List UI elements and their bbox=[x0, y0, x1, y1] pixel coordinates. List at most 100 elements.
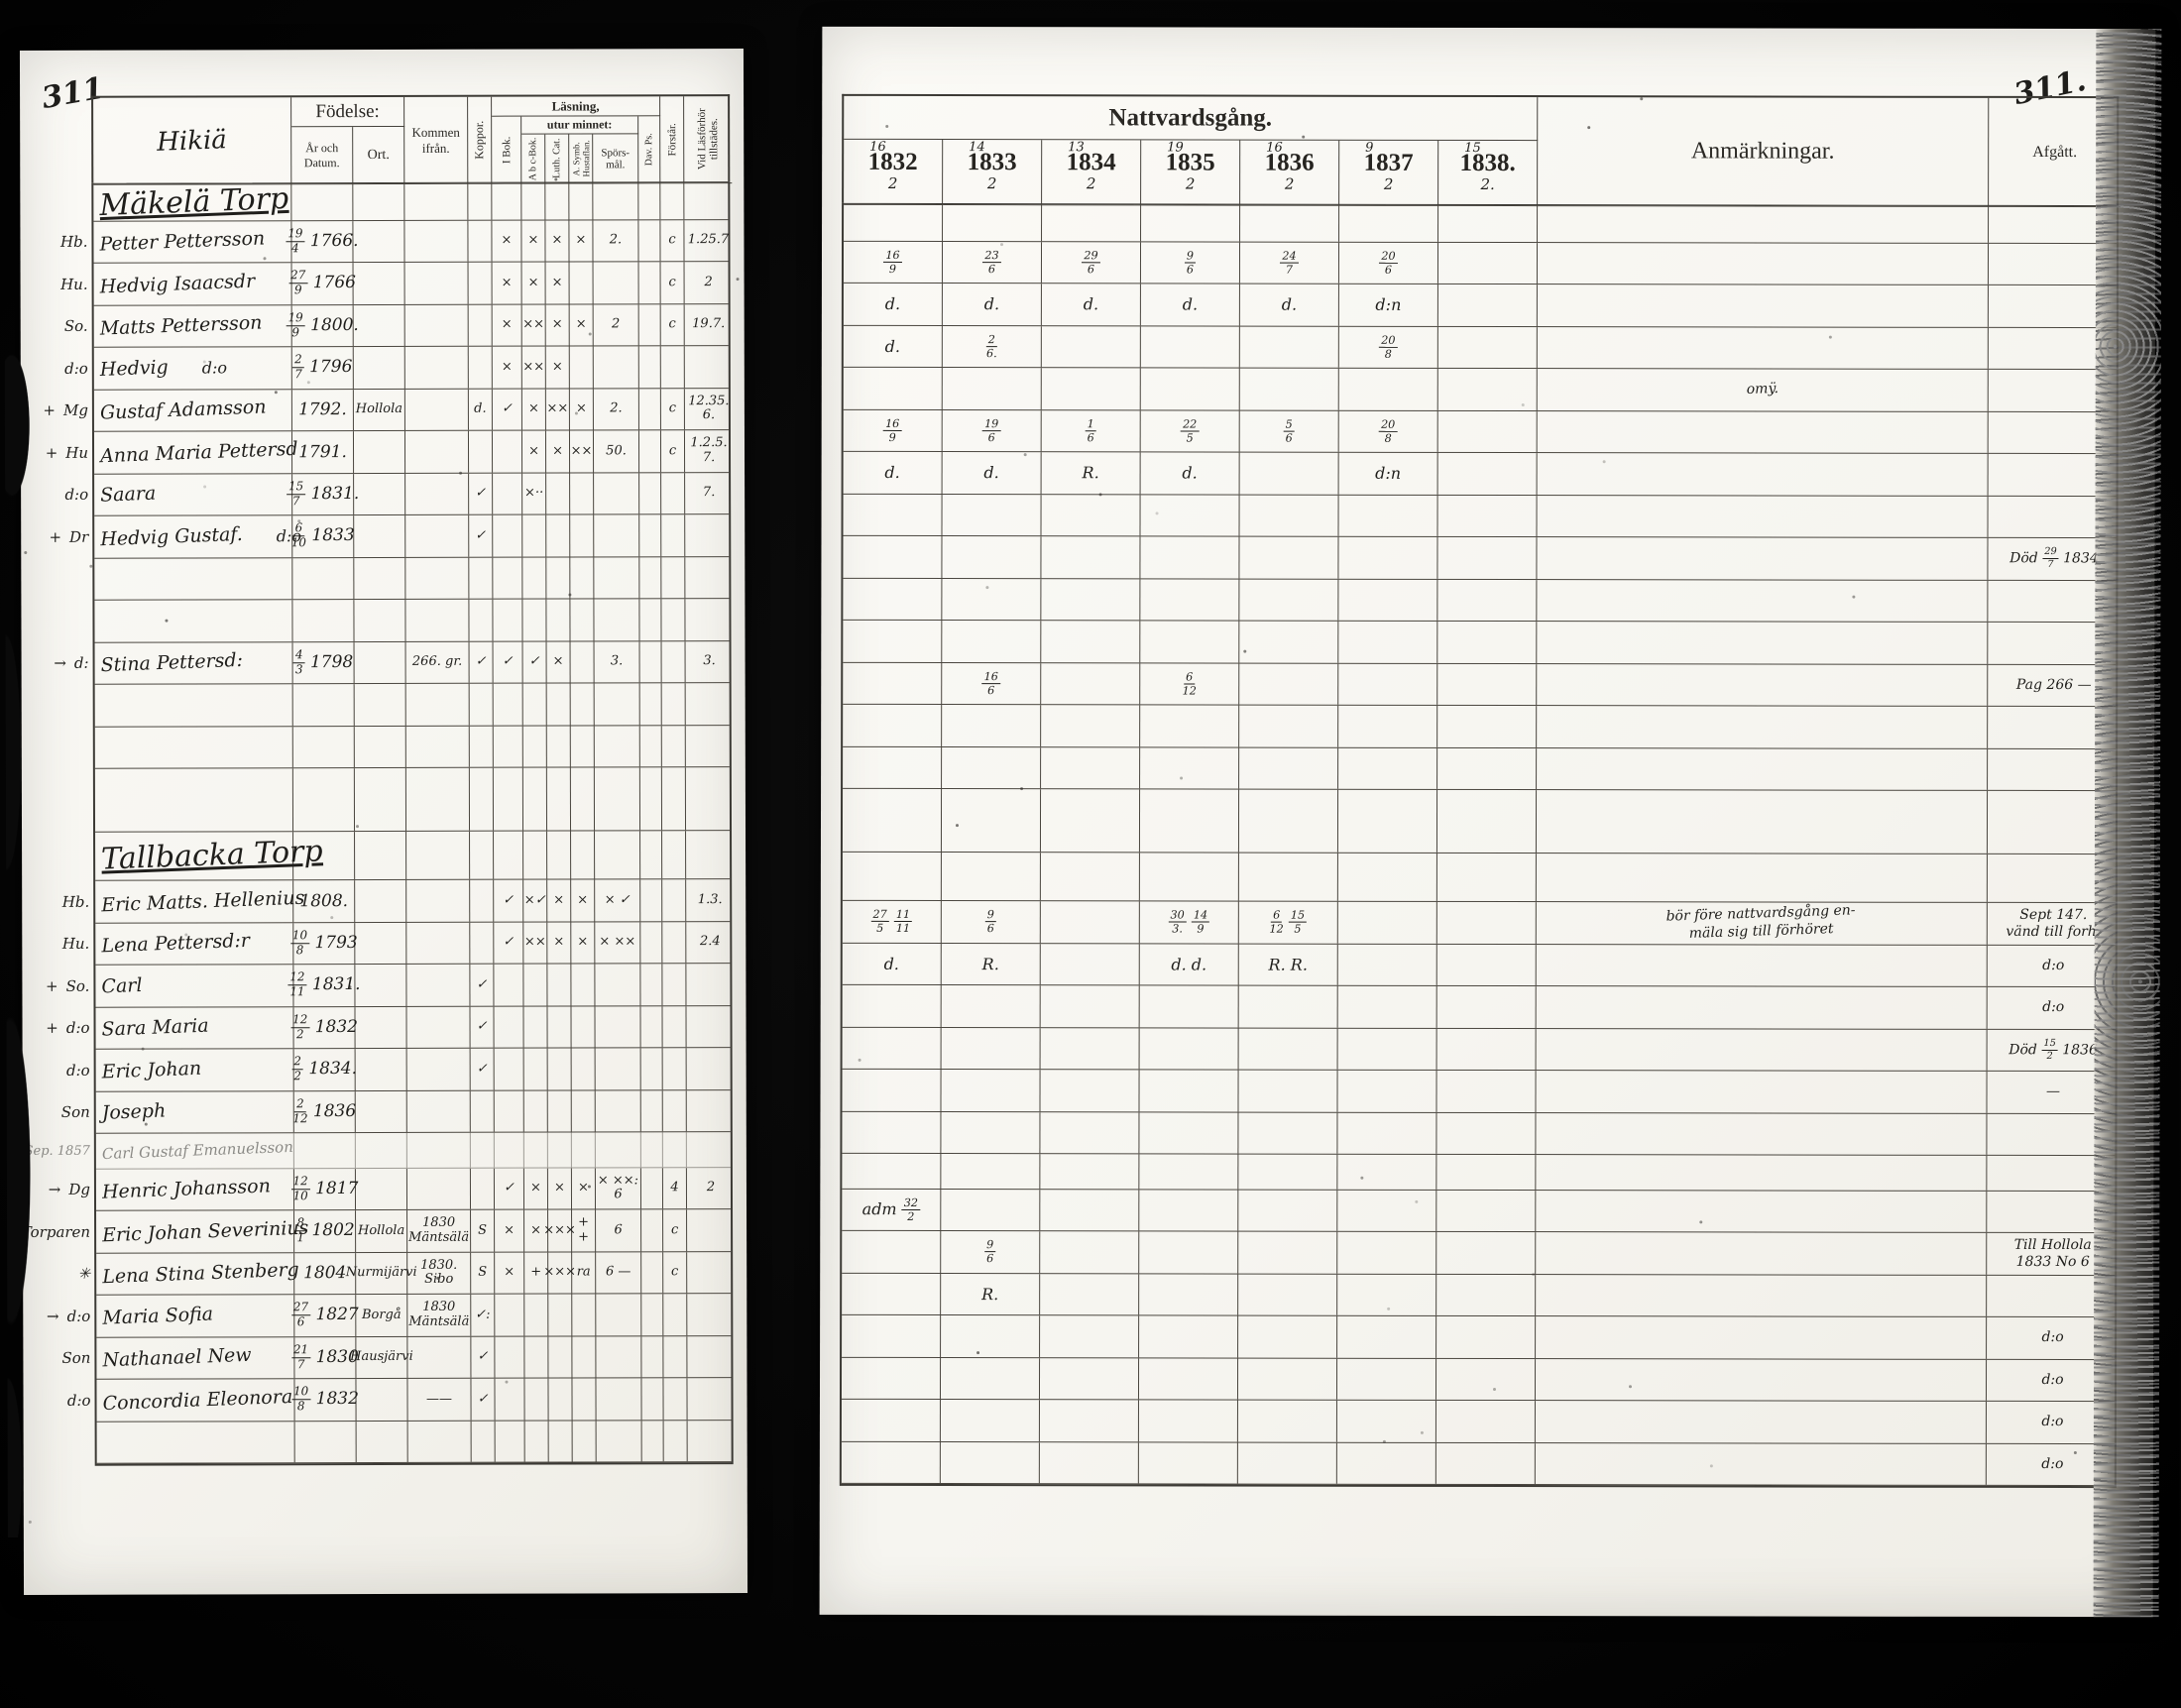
cell-anmarkningar bbox=[1538, 411, 1989, 453]
person-name: Hedvig Isaacsdr bbox=[99, 270, 255, 297]
cell-ort bbox=[354, 263, 405, 304]
cell-forstar bbox=[662, 1006, 686, 1048]
cell-spors bbox=[594, 514, 639, 556]
cell-kommen bbox=[406, 880, 470, 922]
ink-speck bbox=[24, 551, 27, 554]
spors-mark: × ××: 6 bbox=[596, 1174, 640, 1202]
cell-year-0 bbox=[842, 1070, 941, 1111]
cell-year-1 bbox=[941, 1112, 1040, 1154]
header-kommen-ifran: Kommen ifrån. bbox=[404, 97, 468, 184]
cell-year-4 bbox=[1239, 706, 1338, 747]
ink-speck bbox=[859, 1059, 861, 1062]
communion-date: 16 6 bbox=[982, 671, 1000, 696]
cell-luth bbox=[549, 1421, 573, 1462]
ink-speck bbox=[1415, 1200, 1418, 1203]
ink-speck bbox=[2074, 1451, 2077, 1454]
luth-mark: × bbox=[553, 893, 564, 907]
cell-year-5 bbox=[1338, 902, 1437, 944]
cell-year-5 bbox=[1338, 944, 1437, 985]
table-row: Död 29 7 1834 bbox=[843, 536, 2116, 581]
cell-year-3 bbox=[1141, 495, 1240, 536]
cell-koppor bbox=[470, 768, 494, 831]
cell-year-4 bbox=[1238, 1358, 1337, 1400]
vid-mark: 12.35. 6. bbox=[685, 395, 733, 423]
remark-note: omÿ. bbox=[1746, 381, 1779, 399]
year-sub: 2 bbox=[888, 174, 898, 192]
cell-year-2 bbox=[1040, 1112, 1139, 1154]
cell-year-0 bbox=[844, 204, 943, 241]
table-row bbox=[843, 789, 2116, 854]
cell-ort bbox=[355, 641, 406, 683]
abc-mark: ×× bbox=[522, 318, 544, 332]
cell-name: Carl bbox=[95, 965, 293, 1006]
torn-edge-left bbox=[4, 229, 76, 1537]
cell-year-1: 16 6 bbox=[942, 663, 1041, 705]
ink-speck bbox=[1302, 136, 1305, 139]
cell-year-2 bbox=[1040, 1400, 1139, 1441]
cell-luth: ×× bbox=[546, 389, 570, 430]
communion-date: 23 6 bbox=[982, 250, 1000, 275]
cell-year-4 bbox=[1238, 1071, 1337, 1112]
cell-date: 1792. bbox=[292, 390, 354, 431]
cell-year-2 bbox=[1040, 1070, 1139, 1111]
cell-abc: × bbox=[522, 431, 546, 473]
cell-year-2 bbox=[1040, 1190, 1139, 1231]
abc-mark: + bbox=[530, 1266, 541, 1280]
year-sub: 2 bbox=[1087, 174, 1096, 192]
cell-vid bbox=[685, 514, 733, 556]
cell-ibok bbox=[494, 1006, 523, 1048]
cell-year-1 bbox=[941, 1315, 1040, 1357]
cell-vid: 2 bbox=[685, 262, 733, 303]
cell-spors bbox=[594, 473, 639, 514]
communion-date: 20 8 bbox=[1379, 418, 1397, 443]
cell-year-1: R. bbox=[942, 944, 1041, 985]
cell-year-1 bbox=[942, 536, 1041, 578]
cell-anmarkningar bbox=[1536, 1275, 1987, 1316]
table-row: — bbox=[842, 1070, 2115, 1114]
cell-year-1: 23 6 bbox=[943, 242, 1042, 284]
cell-symb bbox=[571, 726, 595, 767]
cell-year-1: 2 6. bbox=[943, 326, 1042, 368]
cell-year-6 bbox=[1436, 1442, 1536, 1484]
cell-ibok bbox=[493, 515, 522, 557]
cell-year-6 bbox=[1436, 1155, 1536, 1190]
person-name: Joseph bbox=[101, 1100, 166, 1124]
table-row: Hu. Hedvig Isaacsdr 27 9 1766 × × × c 2 bbox=[94, 262, 729, 305]
luth-mark: ××× bbox=[543, 1223, 576, 1237]
cell-name: Anna Maria Pettersd bbox=[94, 431, 292, 473]
table-row bbox=[844, 494, 2117, 538]
communion-date: 24 7 bbox=[1280, 250, 1298, 275]
left-page: 311 Hikiä Födelse: År och Datum. Ort. Kommen… bbox=[20, 49, 747, 1595]
cell-kommen bbox=[405, 347, 469, 389]
cell-forstar: c bbox=[661, 262, 685, 303]
cell-name: Lena Stina Stenberg bbox=[96, 1253, 294, 1295]
symb-mark: × bbox=[575, 234, 586, 248]
cell-koppor: ✓ bbox=[471, 1336, 495, 1378]
cell-kommen bbox=[407, 1090, 471, 1132]
birth-date: 27 6 1827 bbox=[291, 1302, 359, 1328]
cell-year-2 bbox=[1041, 663, 1140, 705]
cell-year-6 bbox=[1437, 579, 1537, 621]
cell-year-1: R. bbox=[941, 1274, 1040, 1315]
cell-abc bbox=[522, 600, 546, 641]
cell-year-6 bbox=[1436, 1274, 1536, 1315]
koppor-mark: d. bbox=[474, 402, 487, 416]
table-row: d:o Eric Johan 2 2 1834. ✓ bbox=[96, 1048, 731, 1091]
cell-date: 6 10 1833 bbox=[292, 515, 354, 557]
cell-kommen bbox=[407, 1336, 471, 1378]
cell-kommen bbox=[407, 1168, 471, 1209]
cell-ibok: ✓ bbox=[493, 389, 522, 430]
cell-name: Mäkelä Torp bbox=[93, 183, 291, 220]
cell-luth bbox=[547, 726, 571, 767]
person-name: Hedvig bbox=[99, 356, 169, 381]
cell-spors bbox=[593, 182, 638, 219]
cell-kommen bbox=[407, 1133, 471, 1168]
vid-mark: 1.3. bbox=[698, 893, 723, 907]
cell-koppor bbox=[470, 922, 494, 964]
cell-anmarkningar bbox=[1538, 243, 1989, 285]
cell-year-0 bbox=[843, 705, 942, 746]
cell-spors bbox=[594, 599, 639, 640]
forstar-mark: c bbox=[671, 1223, 678, 1237]
cell-anmarkningar bbox=[1537, 986, 1988, 1028]
cell-kommen bbox=[405, 389, 469, 430]
